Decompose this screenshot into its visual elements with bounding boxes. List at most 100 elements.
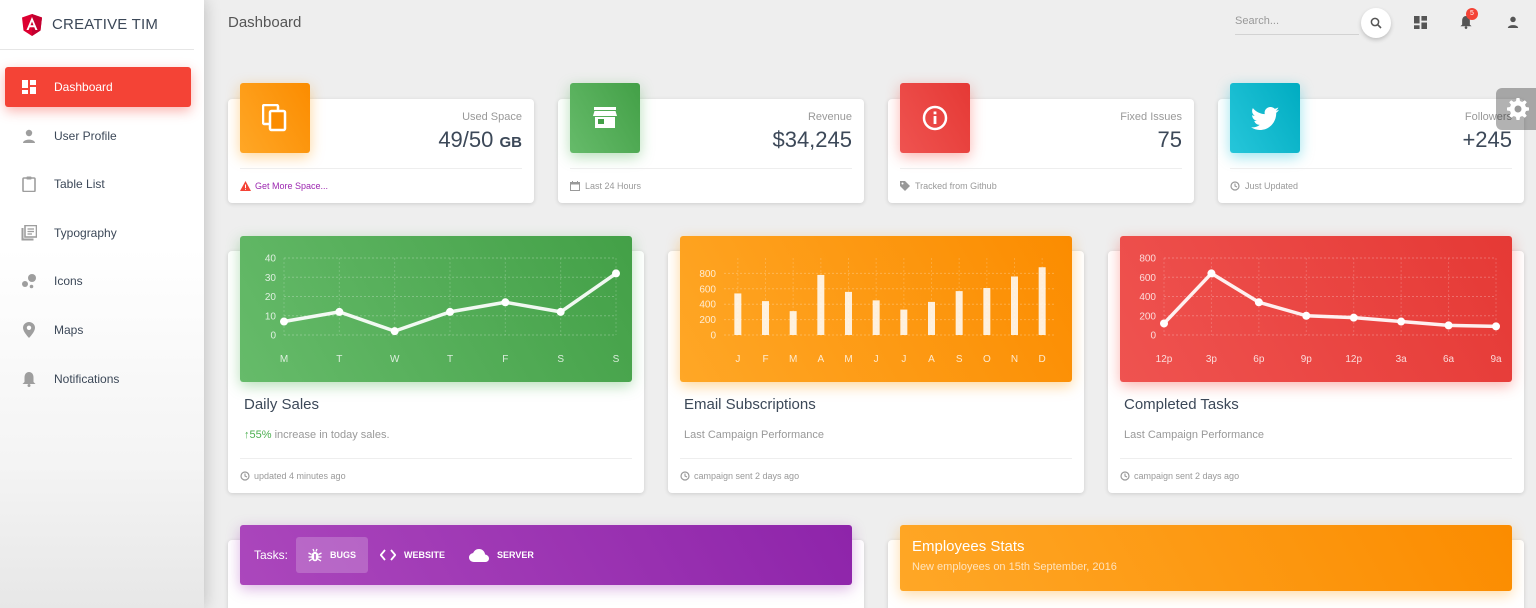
sidebar-item-maps[interactable]: Maps [5, 310, 191, 350]
chart-point[interactable] [1397, 317, 1406, 326]
chart-category: Last Campaign Performance [1124, 429, 1265, 441]
x-tick-label: 12p [1156, 354, 1173, 365]
dashboard-icon [1413, 15, 1427, 29]
chart-bar[interactable] [955, 291, 963, 335]
tasks-label: Tasks: [254, 548, 289, 562]
tab-bugs[interactable]: BUGS [296, 537, 369, 573]
search-button[interactable] [1361, 8, 1391, 38]
chart-title: Email Subscriptions [684, 396, 816, 413]
chart-point[interactable] [1254, 298, 1263, 307]
stat-card-followers: Followers +245 Just Updated [1218, 83, 1524, 203]
sidebar-item-table-list[interactable]: Table List [5, 164, 191, 204]
chart-point[interactable] [1160, 319, 1168, 328]
sidebar-item-label: Typography [54, 225, 117, 240]
chart-point[interactable] [390, 327, 399, 336]
chart-bar[interactable] [928, 301, 935, 335]
x-tick-label: 9a [1490, 354, 1502, 365]
stat-icon-box [900, 83, 970, 153]
chart-point[interactable] [1302, 311, 1311, 320]
warning-icon [240, 180, 251, 192]
user-account-button[interactable] [1505, 14, 1521, 30]
x-tick-label: 12p [1345, 354, 1362, 365]
tab-website[interactable]: WEBSITE [368, 537, 457, 573]
x-tick-label: W [390, 354, 400, 365]
top-navbar: Dashboard Search... 5 [204, 0, 1536, 46]
bell-icon [21, 371, 37, 387]
stat-category: Revenue [807, 111, 852, 123]
sidebar-item-label: Notifications [54, 371, 120, 386]
sidebar-item-label: Dashboard [54, 80, 113, 94]
brand-name: CREATIVE TIM [52, 16, 159, 33]
stat-footer: Get More Space... [240, 168, 522, 203]
chart-point[interactable] [446, 307, 454, 316]
chart-point[interactable] [501, 298, 510, 307]
y-tick-label: 600 [699, 284, 716, 295]
x-tick-label: A [928, 354, 935, 365]
stat-category: Followers [1464, 111, 1512, 123]
code-icon [380, 549, 397, 561]
y-tick-label: 30 [265, 273, 277, 284]
brand[interactable]: CREATIVE TIM [0, 0, 194, 50]
chart-bar[interactable] [1038, 267, 1046, 335]
stat-footer: Last 24 Hours [570, 168, 852, 203]
y-tick-label: 800 [699, 269, 716, 280]
completed-tasks-chart: 0 200 400 600 800 12p 3p 6p 9p 12p 3a 6a 9a [1139, 254, 1502, 366]
increase-percent: 55% [249, 429, 272, 441]
stat-footer-text: Last 24 Hours [585, 181, 642, 191]
chart-point[interactable] [335, 307, 344, 316]
sidebar-item-user-profile[interactable]: User Profile [5, 116, 191, 156]
chart-point[interactable] [280, 317, 288, 326]
daily-sales-chart: 0 10 20 30 40 M T W T F S S [265, 254, 620, 365]
chart-bar[interactable] [817, 274, 825, 335]
chart-bar[interactable] [983, 288, 991, 335]
search-input[interactable]: Search... [1235, 9, 1359, 35]
chart-bar[interactable] [845, 291, 852, 335]
chart-point[interactable] [1492, 322, 1500, 331]
tab-server[interactable]: SERVER [457, 537, 546, 573]
settings-toggle[interactable] [1496, 88, 1536, 130]
stat-card-used-space: Used Space 49/50 GB Get More Space... [228, 83, 534, 203]
chart-bar[interactable] [1011, 276, 1018, 335]
chart-point[interactable] [1444, 321, 1453, 330]
sidebar-item-icons[interactable]: Icons [5, 261, 191, 301]
notification-badge: 5 [1466, 8, 1478, 20]
employees-stats-card: Employees Stats New employees on 15th Se… [888, 525, 1524, 608]
clock-icon [1120, 471, 1130, 481]
sidebar-item-typography[interactable]: Typography [5, 213, 191, 253]
stat-icon-box [1230, 83, 1300, 153]
clipboard-icon [21, 176, 37, 193]
employees-title: Employees Stats [912, 538, 1025, 555]
chart-bar[interactable] [872, 300, 880, 335]
x-tick-label: 9p [1301, 354, 1313, 365]
chart-bar[interactable] [789, 311, 797, 335]
chart-bar[interactable] [734, 293, 742, 335]
employees-subtitle: New employees on 15th September, 2016 [912, 561, 1117, 573]
x-tick-label: J [901, 354, 906, 365]
get-more-space-link[interactable]: Get More Space... [255, 181, 329, 191]
sidebar-item-label: Table List [54, 177, 105, 192]
x-tick-label: F [762, 354, 768, 365]
sidebar-item-dashboard[interactable]: Dashboard [5, 67, 191, 107]
chart-title: Completed Tasks [1124, 396, 1239, 413]
tasks-card: Tasks: BUGS WEBSITE SERVER [228, 525, 864, 608]
sidebar-item-notifications[interactable]: Notifications [5, 359, 191, 399]
tag-icon [900, 180, 911, 192]
dashboard-nav-button[interactable] [1412, 14, 1428, 30]
chart-footer: campaign sent 2 days ago [680, 458, 1072, 493]
chart-card-completed-tasks: 0 200 400 600 800 12p 3p 6p 9p 12p 3a 6a 9a Complete… [1108, 236, 1524, 493]
y-tick-label: 200 [699, 315, 716, 326]
chart-bar[interactable] [762, 301, 769, 335]
sidebar-item-label: Icons [54, 274, 83, 289]
chart-point[interactable] [1349, 313, 1358, 322]
chart-point[interactable] [612, 269, 620, 278]
chart-bar[interactable] [900, 309, 908, 335]
chart-point[interactable] [556, 307, 565, 316]
angular-logo-icon [22, 13, 42, 36]
update-icon [1230, 180, 1241, 192]
stat-footer-text: Just Updated [1245, 181, 1299, 191]
x-tick-label: J [874, 354, 879, 365]
clock-icon [240, 471, 250, 481]
stat-card-fixed-issues: Fixed Issues 75 Tracked from Github [888, 83, 1194, 203]
y-tick-label: 800 [1139, 254, 1156, 265]
chart-point[interactable] [1207, 269, 1216, 278]
